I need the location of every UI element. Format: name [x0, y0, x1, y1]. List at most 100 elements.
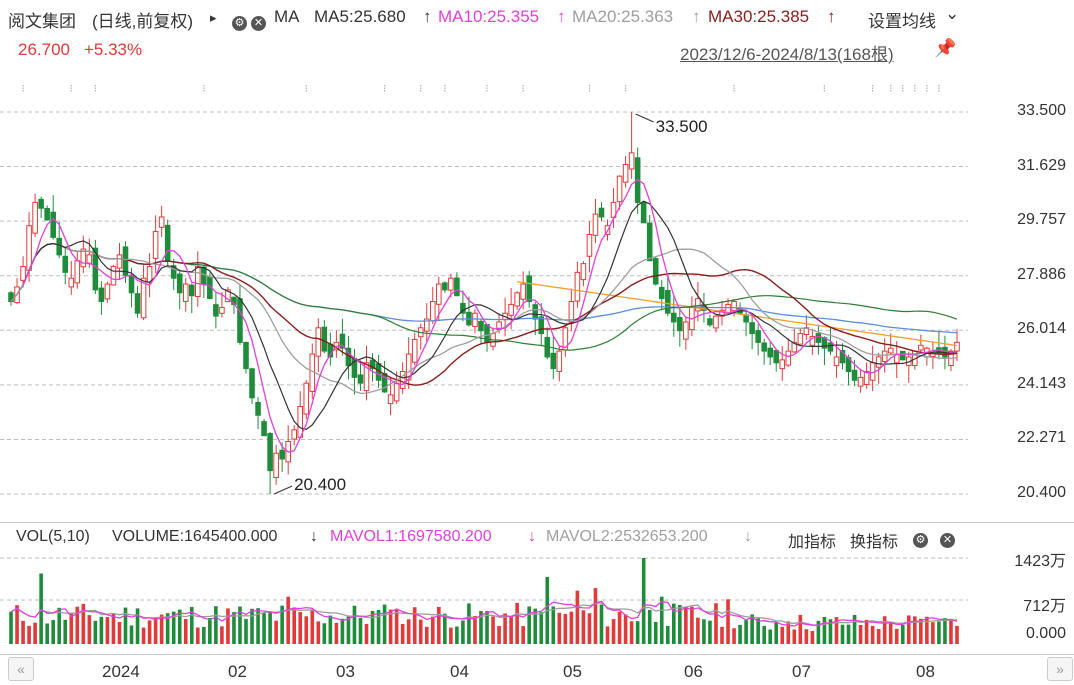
candle-body [273, 452, 279, 479]
candle-body [104, 283, 111, 300]
candle-body [369, 359, 376, 370]
volume-bar [840, 624, 845, 644]
candle-body [887, 347, 894, 354]
volume-bar [310, 609, 315, 644]
volume-bar [9, 611, 13, 644]
candle-body [646, 222, 653, 262]
candle-body [538, 316, 545, 335]
volume-bar [641, 558, 646, 644]
candle-body [773, 350, 780, 364]
event-marker-icon: ⁝ [485, 83, 489, 95]
time-label-may: 05 [563, 662, 582, 681]
volume-bar [437, 606, 441, 644]
candle-body [815, 333, 822, 343]
candle-body [574, 271, 581, 302]
candle-body [532, 304, 539, 320]
candle-body [707, 318, 713, 326]
candle-body [713, 315, 719, 329]
scroll-right-button[interactable]: » [1047, 657, 1073, 681]
volume-bar [382, 604, 387, 644]
volume-bar [738, 624, 742, 644]
volume-bar [780, 626, 785, 644]
mode-dropdown-icon[interactable]: ▸ [210, 10, 217, 25]
event-marker-icon: ⁝ [823, 83, 827, 95]
volume-bar [822, 616, 827, 644]
candle-body [671, 312, 677, 323]
add-indicator-button[interactable]: 加指标 [788, 534, 837, 551]
vol-axis-top: 1423万 [1014, 553, 1066, 570]
volume-bar [57, 607, 62, 644]
candle-body [918, 344, 924, 351]
candle-body [62, 255, 69, 273]
ma30-arrow: ↑ [827, 7, 836, 26]
candle-body [749, 322, 755, 335]
vol-axis-zero: 0.000 [1025, 625, 1066, 642]
volume-bar [629, 621, 634, 644]
volume-bar [334, 622, 339, 644]
candle-body [616, 175, 623, 203]
volume-bar [714, 603, 718, 644]
volume-arrow: ↓ [310, 528, 318, 545]
volume-bar [756, 618, 760, 644]
volume-bar [123, 607, 128, 644]
volume-bar [39, 573, 43, 644]
volume-bar [394, 610, 399, 644]
volume-chart[interactable] [0, 552, 1074, 652]
volume-bar [274, 620, 278, 644]
candle-body [785, 350, 792, 366]
volume-bar [690, 606, 694, 644]
candle-body [442, 282, 448, 291]
event-marker-icon: ⁝ [21, 83, 25, 95]
volume-bar [617, 611, 622, 644]
volume-bar [352, 605, 357, 644]
volume-bar [129, 625, 134, 644]
volume-bar [93, 620, 98, 644]
candle-body [50, 211, 56, 238]
candle-body [454, 277, 460, 297]
volume-bar [551, 606, 556, 644]
volume-bar [653, 621, 658, 644]
low-annotation: 20.400 [294, 475, 346, 494]
mavol2-value: MAVOL2:2532653.200 [546, 528, 708, 545]
candle-body [26, 225, 32, 271]
candle-body [98, 287, 105, 303]
volume-bar [828, 619, 833, 644]
candle-body [315, 327, 322, 357]
ma-settings-button[interactable]: 设置均线 [868, 12, 936, 31]
candle-body [580, 263, 587, 281]
pin-icon[interactable]: 📌 [934, 38, 957, 58]
price-chart[interactable]: ⁝ ⁝ ⁝ ⁝ ⁝ ⁝ ⁝ ⁝ ⁝ ⁝ ⁝ ⁝ ⁝ ⁝ ⁝ ⁝ ⁝ ⁝ ⁝ ⁝ 33.500 20.400 [0, 64, 1074, 522]
volume-bar [177, 609, 182, 644]
volume-bar [21, 620, 25, 644]
volume-bar [913, 616, 917, 644]
ma20-arrow: ↑ [692, 7, 701, 26]
candle-body [508, 303, 514, 316]
chart-mode[interactable]: (日线,前复权) [92, 12, 194, 31]
candle-body [411, 338, 418, 363]
candle-body [695, 298, 701, 312]
date-range[interactable]: 2023/12/6-2024/8/13(168根) [680, 45, 894, 64]
volume-bar [684, 606, 688, 644]
volume-bar [732, 628, 736, 644]
volume-bar [702, 619, 706, 644]
volume-bar [461, 620, 465, 644]
event-marker-icon: ⁝ [901, 83, 905, 95]
candle-body [761, 342, 767, 352]
volume-bar [919, 618, 923, 644]
candle-body [38, 198, 44, 209]
switch-indicator-button[interactable]: 换指标 [850, 534, 899, 551]
volume-bar [846, 624, 851, 644]
volume-bar [708, 620, 712, 644]
vol-gear-icon[interactable]: ⚙ [913, 530, 928, 548]
candle-body [213, 304, 219, 317]
scroll-left-button[interactable]: « [8, 657, 34, 681]
vol-close-icon[interactable]: ✕ [940, 530, 955, 548]
candle-body [598, 207, 605, 218]
volume-bar [575, 590, 580, 644]
ma30-line [10, 242, 958, 386]
volume-bar [623, 614, 628, 644]
volume-bar [388, 609, 393, 644]
candle-body [176, 273, 183, 294]
chevron-down-icon[interactable]: ⌄ [945, 4, 960, 23]
volume-bar [15, 605, 19, 644]
